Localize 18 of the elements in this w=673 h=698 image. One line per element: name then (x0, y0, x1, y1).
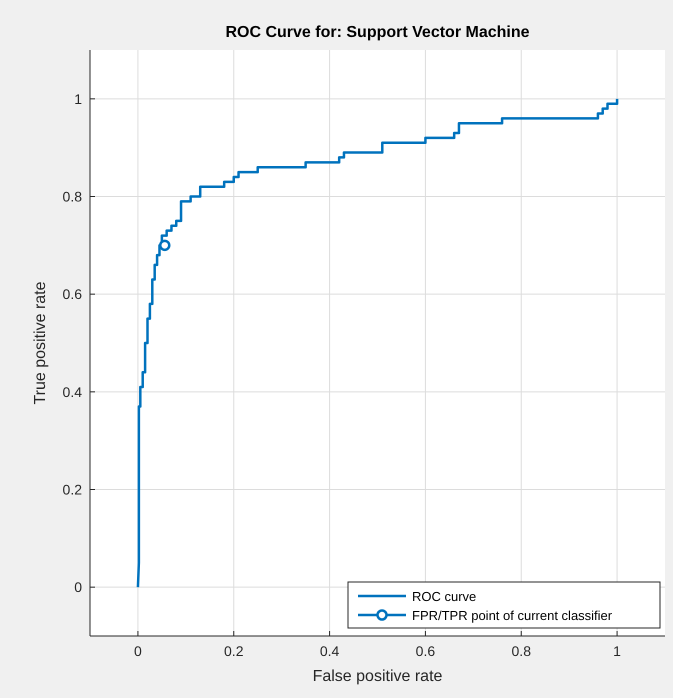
legend-label: FPR/TPR point of current classifier (412, 608, 613, 623)
y-axis-title: True positive rate (32, 281, 49, 405)
x-tick-label: 0.2 (224, 643, 244, 659)
y-tick-label: 0.6 (62, 286, 82, 302)
y-tick-label: 0 (74, 579, 82, 596)
y-tick-label: 0.4 (62, 384, 82, 400)
y-tick-label: 0.2 (62, 482, 82, 498)
x-tick-label: 0.8 (512, 643, 532, 659)
x-tick-label: 0.4 (320, 643, 340, 659)
x-tick-label: 0 (134, 643, 142, 659)
y-tick-label: 1 (74, 90, 82, 107)
line-series (136, 98, 618, 588)
x-tick-label: 0.6 (416, 643, 436, 659)
x-tick-label: 1 (613, 643, 622, 659)
chart-title: ROC Curve for: Support Vector Machine (225, 24, 530, 41)
x-axis-title: False positive rate (312, 668, 443, 685)
y-tick-label: 0.8 (62, 188, 82, 204)
legend-label: ROC curve (412, 589, 476, 604)
